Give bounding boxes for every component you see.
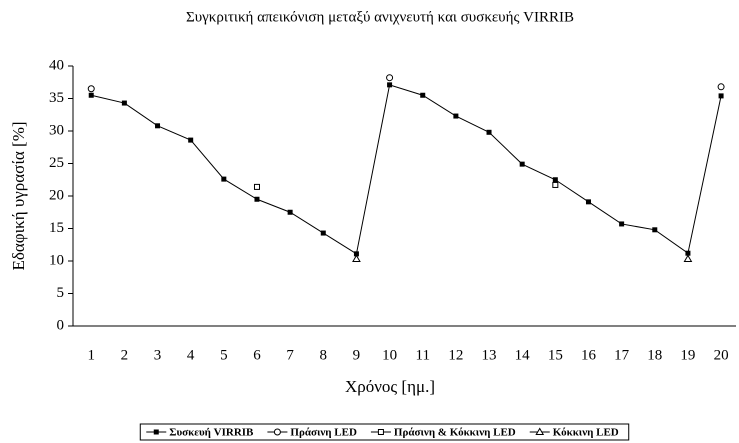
series-line xyxy=(91,84,722,255)
legend-marker xyxy=(535,427,545,435)
legend-label: Πράσινη & Κόκκινη LED xyxy=(394,427,516,439)
x-tick-label: 9 xyxy=(353,347,361,363)
data-point xyxy=(453,113,459,119)
x-tick-label: 14 xyxy=(515,347,531,363)
x-tick-label: 19 xyxy=(680,347,695,363)
x-tick-label: 20 xyxy=(714,347,729,363)
y-tick-label: 25 xyxy=(49,155,64,171)
y-tick-label: 40 xyxy=(49,57,64,73)
data-point xyxy=(254,196,260,202)
x-tick-label: 2 xyxy=(121,347,129,363)
x-tick-label: 5 xyxy=(220,347,228,363)
data-point xyxy=(683,254,693,263)
data-point xyxy=(155,123,161,129)
data-point xyxy=(519,161,525,167)
x-tick-label: 17 xyxy=(614,347,630,363)
x-tick-label: 10 xyxy=(382,347,397,363)
data-point xyxy=(320,230,326,236)
y-axis-label: Εδαφική υγρασία [%] xyxy=(9,121,28,270)
data-point xyxy=(552,181,559,188)
data-point xyxy=(221,176,227,182)
data-point xyxy=(552,177,558,183)
legend-label: Κόκκινη LED xyxy=(553,427,619,439)
data-point xyxy=(287,209,293,215)
data-point xyxy=(420,92,426,98)
x-tick-label: 12 xyxy=(448,347,463,363)
x-tick-label: 4 xyxy=(187,347,195,363)
data-point xyxy=(619,221,625,227)
y-tick-label: 0 xyxy=(57,317,65,333)
legend-marker xyxy=(273,428,281,436)
legend-marker xyxy=(153,429,159,435)
legend-label: Πράσινη LED xyxy=(290,427,357,439)
x-tick-label: 15 xyxy=(548,347,563,363)
data-point xyxy=(121,100,127,106)
x-tick-label: 3 xyxy=(154,347,162,363)
data-point xyxy=(717,83,725,91)
legend: Συσκευή VIRRIB Πράσινη LED Πράσινη & Κόκκι… xyxy=(139,423,630,441)
x-tick-label: 13 xyxy=(482,347,497,363)
legend-label: Συσκευή VIRRIB xyxy=(169,427,254,439)
x-tick-label: 8 xyxy=(320,347,328,363)
data-point xyxy=(88,92,94,98)
data-point xyxy=(386,74,394,82)
x-tick-label: 11 xyxy=(416,347,430,363)
y-tick-label: 10 xyxy=(49,252,64,268)
data-point xyxy=(387,82,393,88)
data-point xyxy=(87,85,95,93)
data-point xyxy=(352,254,361,263)
y-tick-label: 30 xyxy=(49,122,64,138)
data-point xyxy=(188,137,194,143)
x-tick-label: 6 xyxy=(253,347,261,363)
data-point xyxy=(585,199,591,205)
data-point xyxy=(486,129,492,135)
y-tick-label: 20 xyxy=(49,187,64,203)
legend-marker xyxy=(377,429,384,435)
y-tick-label: 15 xyxy=(49,220,64,236)
x-tick-label: 18 xyxy=(647,347,662,363)
data-point xyxy=(253,183,260,190)
y-tick-label: 5 xyxy=(57,285,65,301)
x-axis-label: Χρόνος [ημ.] xyxy=(345,377,435,396)
x-tick-label: 16 xyxy=(581,347,597,363)
data-point xyxy=(652,227,658,233)
x-tick-label: 1 xyxy=(87,347,95,363)
y-tick-label: 35 xyxy=(49,90,64,106)
chart-title: Συγκριτική απεικόνιση μεταξύ ανιχνευτή κ… xyxy=(186,9,574,25)
data-point xyxy=(718,93,724,99)
x-tick-label: 7 xyxy=(286,347,294,363)
